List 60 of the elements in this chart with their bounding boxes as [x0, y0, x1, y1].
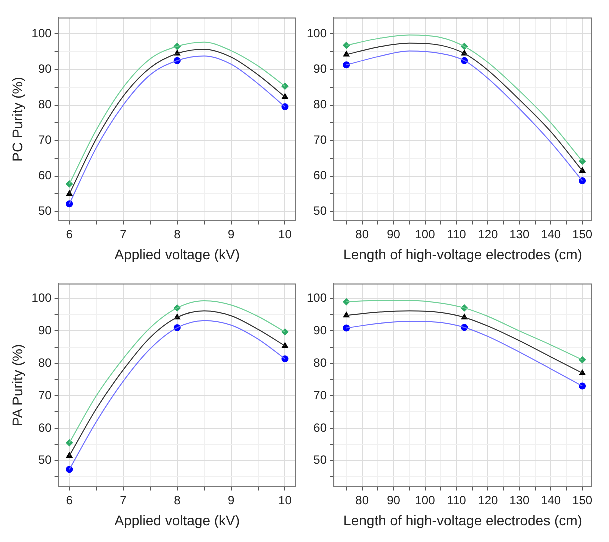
y-tick-label: 100	[32, 26, 52, 41]
y-tick-label: 100	[32, 291, 52, 306]
x-tick-label: 6	[66, 227, 74, 242]
y-tick-label: 90	[38, 324, 52, 338]
point	[579, 370, 586, 376]
y-tick-label: 80	[38, 356, 52, 370]
x-tick-label: 110	[447, 227, 467, 242]
x-tick-label: 90	[387, 493, 401, 508]
y-tick-label: 80	[314, 356, 328, 370]
x-tick-label: 130	[510, 493, 530, 508]
x-tick-label: 110	[447, 493, 467, 508]
y-tick-label: 60	[38, 168, 52, 183]
y-tick-label: 70	[314, 133, 328, 148]
x-axis-title: Applied voltage (kV)	[114, 512, 240, 528]
x-tick-label: 150	[572, 227, 593, 242]
y-tick-label: 100	[306, 291, 328, 306]
x-tick-label: 130	[510, 227, 530, 242]
y-tick-label: 90	[314, 62, 328, 76]
x-tick-label: 6	[66, 493, 74, 508]
y-tick-label: 90	[314, 324, 328, 338]
x-tick-label: 140	[541, 493, 562, 508]
y-tick-label: 50	[314, 204, 328, 218]
x-tick-label: 80	[356, 227, 370, 242]
x-axis-title: Applied voltage (kV)	[114, 246, 240, 262]
point	[66, 466, 74, 474]
y-tick-label: 80	[314, 98, 328, 112]
x-axis-title: Length of high-voltage electrodes (cm)	[344, 512, 582, 528]
y-tick-label: 50	[38, 204, 52, 218]
x-tick-label: 8	[174, 227, 182, 242]
y-tick-label: 60	[38, 420, 52, 435]
x-tick-label: 7	[120, 493, 128, 508]
x-tick-label: 10	[278, 493, 292, 508]
x-tick-label: 10	[278, 227, 292, 242]
x-tick-label: 90	[387, 227, 401, 242]
x-tick-label: 140	[541, 227, 562, 242]
x-tick-label: 7	[120, 227, 128, 242]
y-tick-label: 60	[314, 420, 328, 435]
x-tick-label: 80	[356, 493, 370, 508]
y-axis-title: PA Purity (%)	[9, 344, 26, 427]
y-tick-label: 50	[38, 453, 52, 468]
point	[343, 62, 350, 69]
x-tick-label: 9	[228, 493, 235, 508]
y-tick-label: 90	[38, 62, 52, 76]
x-axis-title: Length of high-voltage electrodes (cm)	[344, 246, 582, 262]
point	[579, 382, 586, 390]
x-tick-label: 120	[478, 227, 499, 242]
y-axis-title: PC Purity (%)	[9, 77, 26, 162]
y-tick-label: 70	[38, 388, 52, 402]
x-tick-label: 100	[415, 493, 436, 508]
y-tick-label: 70	[314, 388, 328, 402]
x-tick-label: 9	[228, 227, 235, 242]
x-tick-label: 120	[478, 493, 499, 508]
x-tick-label: 8	[174, 493, 182, 508]
x-tick-label: 150	[572, 493, 593, 508]
y-tick-label: 80	[38, 98, 52, 112]
x-tick-label: 100	[415, 227, 436, 242]
y-tick-label: 60	[314, 168, 328, 183]
y-tick-label: 70	[38, 133, 52, 148]
y-tick-label: 100	[306, 26, 328, 41]
y-tick-label: 50	[314, 453, 328, 468]
